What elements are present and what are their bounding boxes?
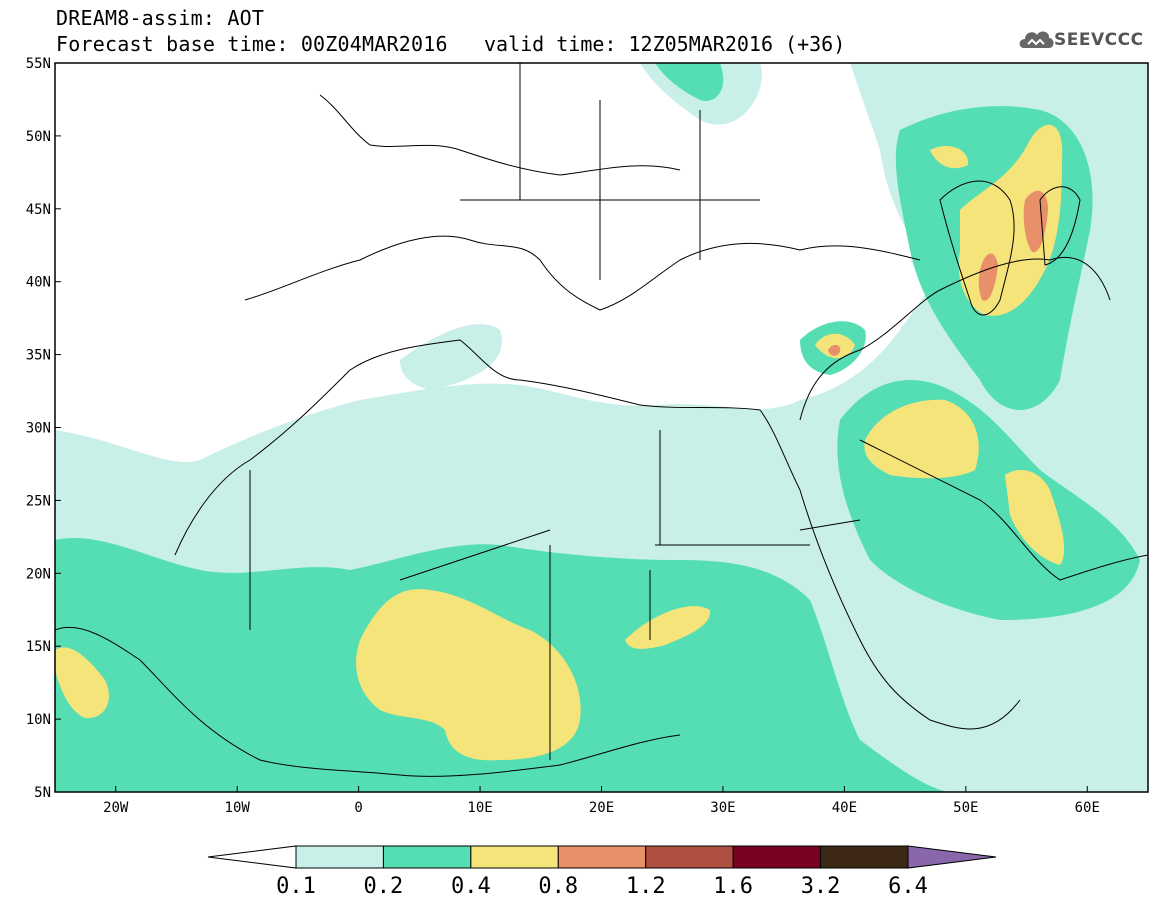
colorbar-min-arrow [207, 845, 297, 869]
lat-tick-label: 20N [26, 566, 51, 582]
lat-tick-label: 45N [26, 202, 51, 218]
colorbar-label: 1.2 [626, 874, 666, 899]
lat-tick-label: 50N [26, 129, 51, 145]
colorbar-box [470, 845, 559, 869]
lat-tick-label: 55N [26, 56, 51, 72]
colorbar-label: 3.2 [801, 874, 841, 899]
logo-text: SEEVCCC [1054, 30, 1144, 50]
lon-tick-label: 20W [103, 800, 129, 816]
base-time: Forecast base time: 00Z04MAR2016 [56, 32, 448, 56]
colorbar-box [820, 845, 909, 869]
colorbar-label: 0.1 [276, 874, 316, 899]
lat-tick-label: 15N [26, 639, 51, 655]
colorbar-box [382, 845, 472, 869]
colorbar: 0.1 0.2 0.4 0.8 1.2 1.6 3.2 6.4 [207, 845, 997, 899]
lat-tick-label: 40N [26, 275, 51, 291]
colorbar-label: 0.4 [451, 874, 491, 899]
lat-tick-label: 25N [26, 493, 51, 509]
colorbar-label: 1.6 [713, 874, 753, 899]
cloud-logo-icon [1019, 31, 1054, 48]
colorbar-box [557, 845, 647, 869]
colorbar-label: 0.8 [538, 874, 578, 899]
lat-tick-label: 10N [26, 712, 51, 728]
lat-tick-label: 35N [26, 348, 51, 364]
colorbar-label: 6.4 [888, 874, 928, 899]
lon-tick-label: 30E [710, 800, 735, 816]
aot-fields [55, 63, 1148, 792]
lon-axis: 20W 10W 0 10E 20E 30E 40E 50E 60E [103, 786, 1100, 816]
lat-axis: 5N 10N 15N 20N 25N 30N 35N 40N 45N 50N 55N [26, 56, 61, 801]
colorbar-box [645, 845, 734, 869]
colorbar-max-arrow [907, 845, 997, 869]
valid-time: valid time: 12Z05MAR2016 (+36) [484, 32, 846, 56]
lon-tick-label: 20E [589, 800, 614, 816]
lon-tick-label: 60E [1075, 800, 1100, 816]
coastlines [55, 63, 1148, 777]
colorbar-box [295, 845, 384, 869]
lat-tick-label: 5N [34, 785, 51, 801]
model-title: DREAM8-assim: AOT [56, 6, 265, 30]
lon-tick-label: 10W [225, 800, 251, 816]
lon-tick-label: 10E [467, 800, 492, 816]
lat-tick-label: 30N [26, 421, 51, 437]
colorbar-box [732, 845, 822, 869]
lon-tick-label: 50E [953, 800, 978, 816]
lon-tick-label: 40E [832, 800, 857, 816]
colorbar-label: 0.2 [364, 874, 404, 899]
lon-tick-label: 0 [354, 800, 362, 816]
